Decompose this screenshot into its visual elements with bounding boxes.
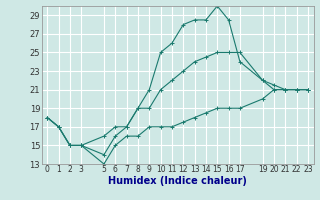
X-axis label: Humidex (Indice chaleur): Humidex (Indice chaleur) — [108, 176, 247, 186]
